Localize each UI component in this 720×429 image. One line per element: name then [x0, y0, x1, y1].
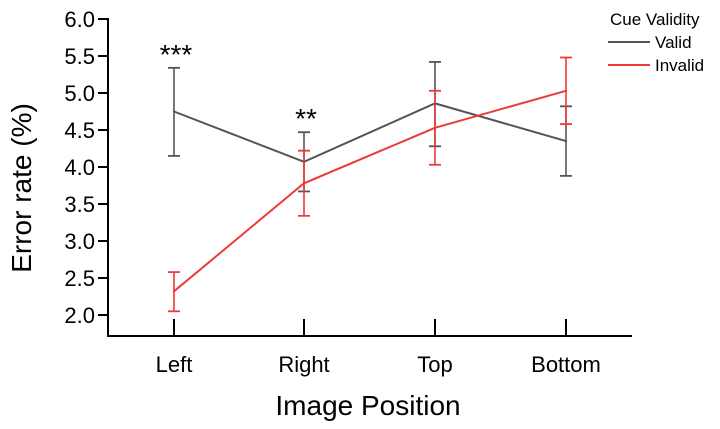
- significance-marker: ***: [160, 39, 193, 70]
- error-bar-valid: [168, 66, 180, 157]
- legend-label-valid: Valid: [655, 33, 692, 52]
- x-tick-label: Right: [278, 352, 329, 377]
- data-point: [564, 139, 568, 143]
- data-point: [433, 126, 437, 129]
- series-line-valid: [173, 102, 567, 163]
- y-tick-label: 2.5: [64, 266, 95, 291]
- x-tick-label: Left: [156, 352, 193, 377]
- y-tick-label: 5.5: [64, 44, 95, 69]
- y-tick-label: 2.0: [64, 303, 95, 328]
- series-valid: [168, 61, 572, 193]
- legend: Cue Validity Valid Invalid: [608, 10, 704, 75]
- annotations: *****: [160, 39, 317, 134]
- y-tick-label: 3.0: [64, 229, 95, 254]
- y-tick-label: 6.0: [64, 7, 95, 32]
- series-invalid: [168, 56, 572, 313]
- x-tick-label: Bottom: [531, 352, 601, 377]
- y-tick-label: 4.0: [64, 155, 95, 180]
- axes: [107, 18, 632, 337]
- data-point: [564, 89, 568, 92]
- significance-marker: **: [295, 103, 317, 134]
- error-bar-invalid: [168, 271, 180, 313]
- x-tick-label: Top: [417, 352, 452, 377]
- series-line-invalid: [173, 89, 567, 293]
- data-point: [172, 110, 176, 113]
- y-axis-ticks: 2.0 2.5 3.0 3.5 4.0 4.5 5.0 5.5 6.0: [64, 7, 108, 328]
- series-group: [168, 56, 572, 313]
- error-bar-invalid: [560, 56, 572, 125]
- error-bar-invalid: [429, 89, 441, 166]
- x-axis-label: Image Position: [275, 390, 460, 421]
- x-axis-ticks: Left Right Top Bottom: [156, 319, 601, 377]
- error-bar-invalid: [298, 149, 310, 217]
- y-tick-label: 4.5: [64, 118, 95, 143]
- data-point: [172, 290, 176, 293]
- y-tick-label: 5.0: [64, 81, 95, 106]
- legend-label-invalid: Invalid: [655, 56, 704, 75]
- y-tick-label: 3.5: [64, 192, 95, 217]
- legend-title: Cue Validity: [610, 10, 700, 29]
- data-point: [302, 182, 306, 185]
- y-axis-label: Error rate (%): [6, 103, 37, 273]
